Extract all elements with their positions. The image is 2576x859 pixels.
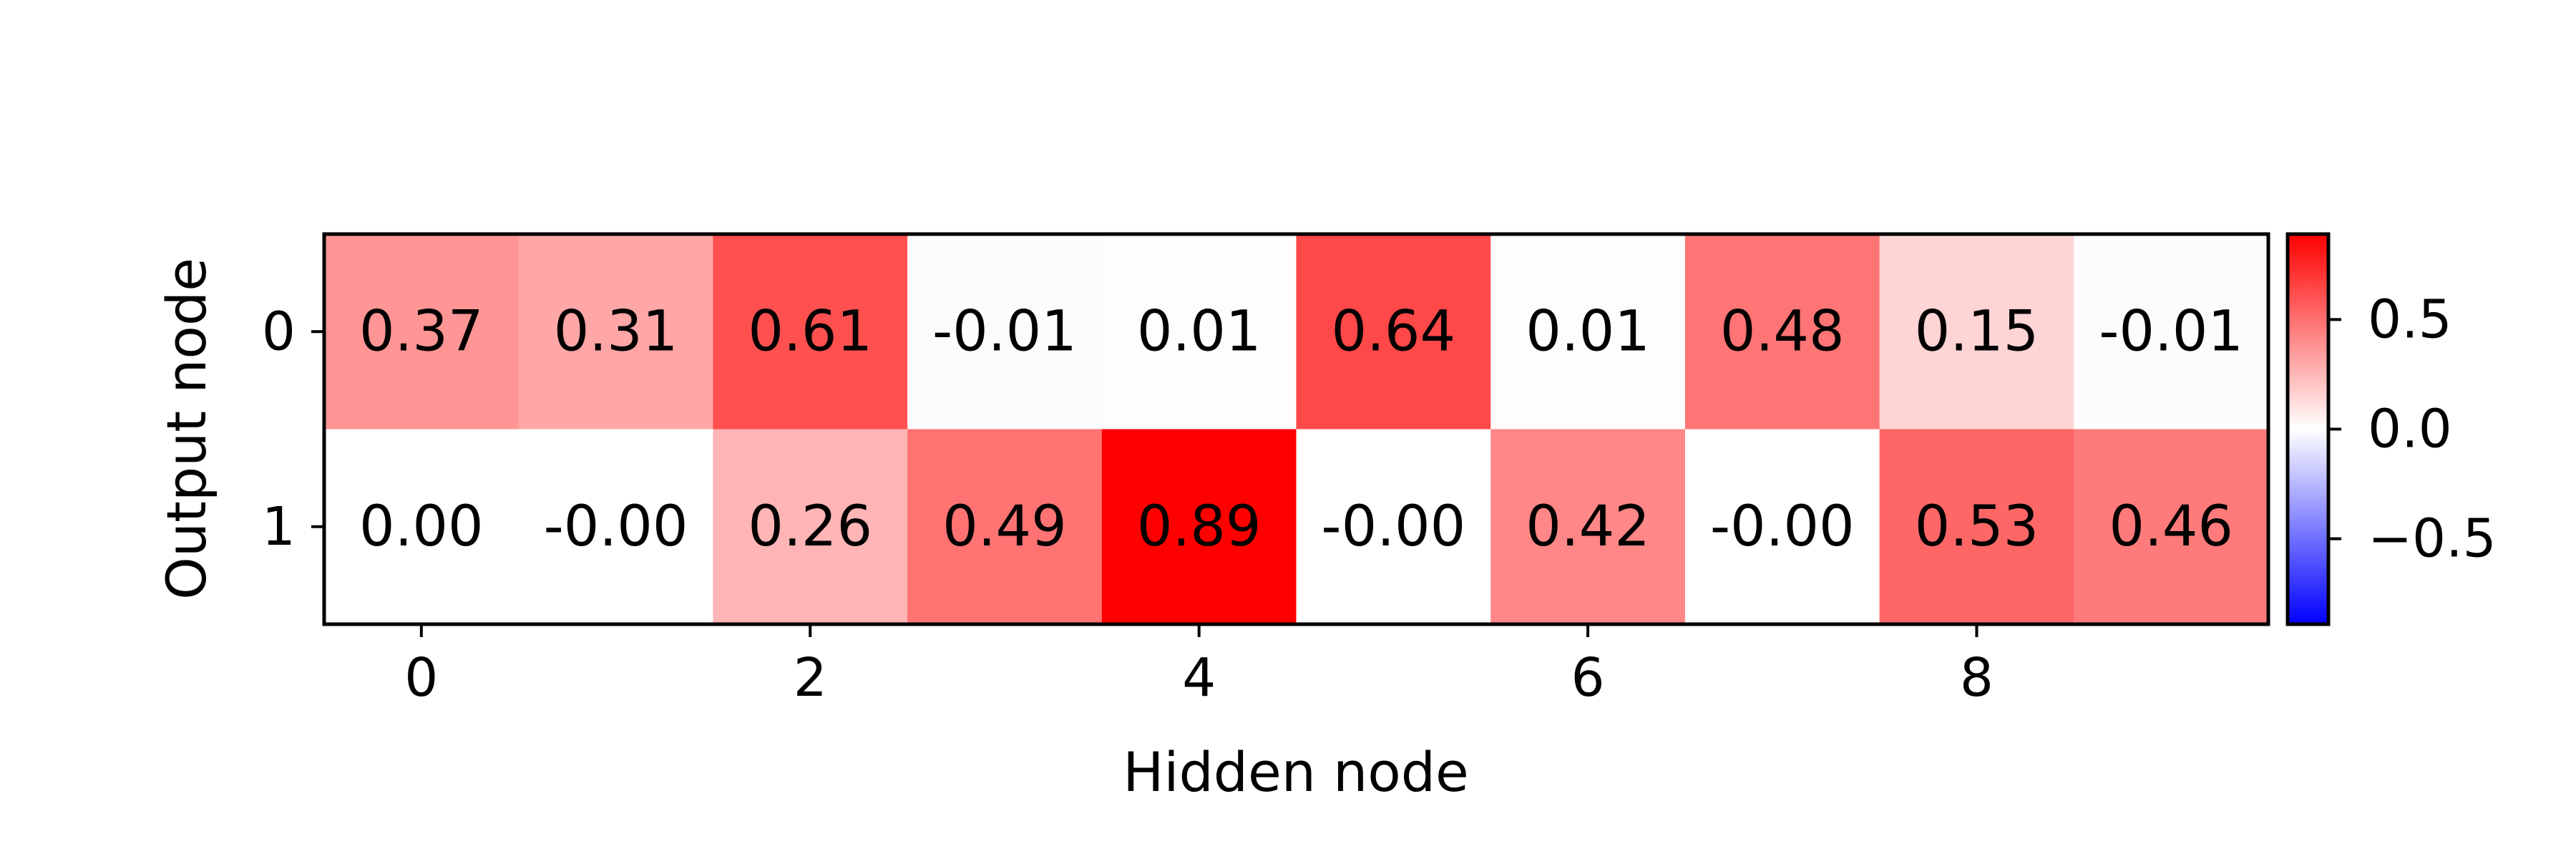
x-tick-label: 0 (404, 647, 438, 709)
heatmap-cell (1684, 234, 1880, 430)
heatmap-cell (907, 234, 1103, 430)
cell-value-label: 0.01 (1137, 299, 1262, 364)
heatmap-cell (1296, 234, 1491, 430)
y-axis-ticks: 01 (262, 301, 324, 558)
cell-value-label: 0.01 (1526, 299, 1650, 364)
x-axis-label: Hidden node (1123, 740, 1469, 804)
heatmap-cell (1296, 429, 1491, 625)
cell-value-label: 0.61 (748, 299, 872, 364)
cell-value-label: 0.00 (359, 495, 484, 559)
heatmap-cell (1879, 234, 2074, 430)
heatmap-cells (324, 234, 2269, 625)
cell-value-label: -0.01 (2099, 299, 2243, 364)
colorbar-tick-label: 0.5 (2368, 288, 2452, 350)
cell-value-label: 0.15 (1915, 299, 2039, 364)
cell-value-label: 0.89 (1137, 495, 1262, 559)
cell-value-label: -0.00 (544, 495, 688, 559)
heatmap-cell (1101, 234, 1297, 430)
colorbar-ticks: 0.5 0.0 −0.5 (2328, 288, 2497, 570)
heatmap-cell (1491, 234, 1686, 430)
heatmap-cell (324, 234, 519, 430)
heatmap-cell (1684, 429, 1880, 625)
heatmap-cell (713, 234, 908, 430)
colorbar-tick-label: −0.5 (2368, 508, 2497, 570)
x-tick-label: 4 (1182, 647, 1216, 709)
heatmap-cell (324, 429, 519, 625)
x-axis-ticks: 0 2 4 6 8 (404, 624, 1994, 709)
cell-value-label: -0.00 (1710, 495, 1855, 559)
heatmap-cell (713, 429, 908, 625)
cell-value-label: 0.53 (1915, 495, 2039, 559)
y-tick-label: 0 (262, 301, 296, 362)
cell-value-label: -0.00 (1321, 495, 1465, 559)
cell-value-label: 0.46 (2109, 495, 2233, 559)
heatmap-cell (2074, 429, 2269, 625)
cell-value-label: 0.31 (554, 299, 678, 364)
y-tick-label: 1 (262, 496, 296, 558)
heatmap-cell-labels: 0.37 0.31 0.61 -0.01 0.01 0.64 0.01 0.48 0.15 -0.… (359, 299, 2243, 559)
cell-value-label: 0.48 (1720, 299, 1845, 364)
colorbar-tick-label: 0.0 (2368, 399, 2452, 460)
heatmap-cell (2074, 234, 2269, 430)
heatmap-cell (518, 234, 713, 430)
colorbar (2285, 232, 2331, 626)
heatmap-cell (907, 429, 1103, 625)
cell-value-label: -0.01 (932, 299, 1077, 364)
cell-value-label: 0.64 (1332, 299, 1456, 364)
cell-value-label: 0.49 (942, 495, 1067, 559)
heatmap-cell (518, 429, 713, 625)
cell-value-label: 0.42 (1526, 495, 1650, 559)
heatmap-cell (1879, 429, 2074, 625)
x-tick-label: 2 (794, 647, 827, 709)
heatmap-cell (1101, 429, 1297, 625)
x-tick-label: 8 (1960, 647, 1994, 709)
y-axis-label: Output node (155, 258, 218, 600)
cell-value-label: 0.37 (359, 299, 484, 364)
plot-frame (322, 232, 2270, 626)
cell-value-label: 0.26 (748, 495, 872, 559)
x-tick-label: 6 (1571, 647, 1605, 709)
heatmap-cell (1491, 429, 1686, 625)
